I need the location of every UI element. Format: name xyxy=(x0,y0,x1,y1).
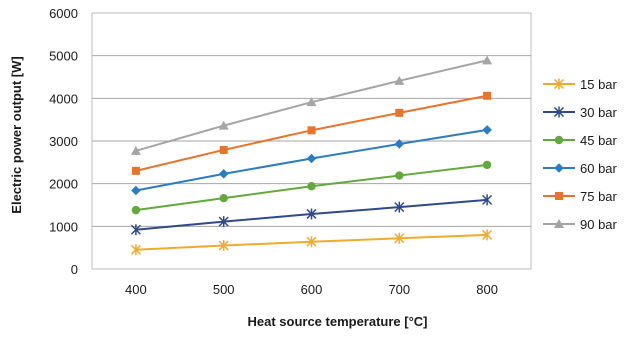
y-tick-label: 5000 xyxy=(49,49,78,64)
data-point xyxy=(131,185,141,196)
x-axis-title: Heat source temperature [°C] xyxy=(247,314,427,329)
x-tick-label: 800 xyxy=(476,282,498,297)
series-75-bar xyxy=(131,91,492,175)
legend-marker xyxy=(553,106,565,118)
y-tick-label: 2000 xyxy=(49,177,78,192)
legend-marker xyxy=(554,163,564,173)
plot-area xyxy=(91,12,532,270)
x-tick-label: 500 xyxy=(213,282,235,297)
data-point xyxy=(482,125,492,135)
y-tick-label: 3000 xyxy=(49,134,78,149)
data-point xyxy=(395,108,404,117)
legend-entry: 45 bar xyxy=(543,133,618,148)
legend: 15 bar 30 bar 45 bar 60 bar 75 bar 90 bar xyxy=(543,77,618,232)
series-60-bar xyxy=(131,125,492,196)
grid-lines xyxy=(92,12,531,270)
data-point xyxy=(482,55,493,65)
legend-label: 60 bar xyxy=(580,161,618,176)
legend-entry: 15 bar xyxy=(543,77,618,92)
legend-marker xyxy=(553,78,565,90)
legend-label: 45 bar xyxy=(580,133,618,148)
series-45-bar xyxy=(131,160,492,215)
data-point xyxy=(395,171,404,180)
y-axis-title: Electric power output [W] xyxy=(9,56,24,213)
legend-entry: 90 bar xyxy=(543,217,618,232)
data-point xyxy=(130,244,141,256)
legend-label: 15 bar xyxy=(580,77,618,92)
x-tick-label: 700 xyxy=(388,282,410,297)
legend-entry: 75 bar xyxy=(543,189,618,204)
series-lines xyxy=(130,55,493,256)
data-point xyxy=(219,193,228,203)
data-point xyxy=(394,139,405,149)
data-point xyxy=(219,145,228,154)
y-tick-label: 0 xyxy=(71,262,78,277)
data-point xyxy=(306,208,317,220)
data-point xyxy=(307,182,316,191)
data-point xyxy=(394,75,405,85)
data-point xyxy=(482,229,493,241)
data-point xyxy=(482,194,493,206)
legend-label: 90 bar xyxy=(580,217,618,232)
legend-entry: 30 bar xyxy=(543,105,618,120)
data-point xyxy=(218,169,229,179)
data-point xyxy=(307,126,316,135)
data-point xyxy=(306,97,317,107)
data-point xyxy=(306,153,317,164)
legend-marker xyxy=(554,135,564,145)
data-point xyxy=(394,232,405,244)
y-tick-label: 1000 xyxy=(49,219,78,234)
legend-entry: 60 bar xyxy=(543,161,618,176)
series-15-bar xyxy=(130,229,493,256)
data-point xyxy=(130,224,141,236)
data-point xyxy=(483,91,492,100)
legend-label: 75 bar xyxy=(580,189,618,204)
y-tick-labels: 0 1000 2000 3000 4000 5000 6000 xyxy=(49,6,78,277)
x-tick-label: 400 xyxy=(125,282,147,297)
data-point xyxy=(218,120,229,130)
data-point xyxy=(130,145,141,155)
x-tick-label: 600 xyxy=(301,282,323,297)
data-point xyxy=(218,240,229,252)
data-point xyxy=(131,205,141,215)
legend-marker xyxy=(555,192,563,200)
data-point xyxy=(394,201,405,213)
series-90-bar xyxy=(130,55,493,155)
data-point xyxy=(131,166,140,175)
y-tick-label: 4000 xyxy=(49,91,78,106)
data-point xyxy=(306,236,317,248)
data-point xyxy=(482,160,492,170)
series-30-bar xyxy=(130,194,493,236)
x-tick-labels: 400 500 600 700 800 xyxy=(125,282,498,297)
y-tick-label: 6000 xyxy=(49,6,78,21)
legend-marker xyxy=(554,219,564,228)
data-point xyxy=(218,216,229,228)
legend-label: 30 bar xyxy=(580,105,618,120)
